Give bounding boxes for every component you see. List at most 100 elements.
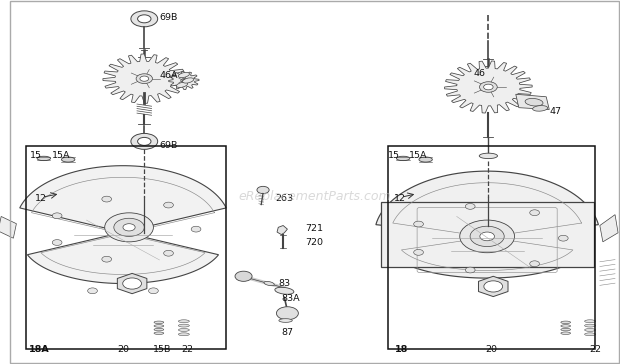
Circle shape [149, 288, 158, 294]
Ellipse shape [533, 106, 547, 111]
Ellipse shape [154, 321, 164, 324]
Text: 47: 47 [549, 107, 561, 116]
Text: 15A: 15A [409, 151, 428, 161]
Text: 12: 12 [394, 194, 406, 203]
Text: 12: 12 [35, 194, 46, 203]
Ellipse shape [154, 332, 164, 335]
Text: 721: 721 [306, 224, 324, 233]
Circle shape [136, 74, 153, 83]
Text: 720: 720 [306, 238, 324, 247]
Polygon shape [381, 202, 594, 267]
Circle shape [414, 249, 423, 255]
Text: 69B: 69B [159, 12, 178, 21]
Circle shape [480, 232, 495, 241]
Ellipse shape [154, 325, 164, 327]
Ellipse shape [179, 324, 189, 327]
Text: 18A: 18A [29, 345, 50, 354]
Polygon shape [0, 217, 16, 238]
Ellipse shape [154, 328, 164, 331]
Polygon shape [277, 226, 288, 234]
Ellipse shape [177, 82, 188, 87]
Circle shape [529, 261, 539, 266]
Circle shape [164, 250, 174, 256]
Circle shape [414, 221, 423, 227]
Circle shape [559, 235, 568, 241]
Circle shape [123, 278, 141, 289]
Polygon shape [479, 276, 508, 297]
Polygon shape [445, 61, 532, 113]
Text: 22: 22 [589, 345, 601, 354]
Text: 83: 83 [278, 279, 290, 288]
Circle shape [484, 84, 493, 90]
Circle shape [235, 271, 252, 281]
Ellipse shape [182, 78, 193, 83]
Circle shape [466, 203, 475, 209]
Text: 263: 263 [275, 194, 293, 203]
Circle shape [529, 210, 539, 215]
Circle shape [131, 134, 157, 149]
Ellipse shape [419, 157, 432, 162]
Circle shape [87, 288, 97, 294]
Circle shape [277, 307, 298, 320]
Circle shape [138, 15, 151, 23]
Text: eReplacementParts.com: eReplacementParts.com [239, 190, 391, 203]
Circle shape [470, 226, 504, 246]
Ellipse shape [275, 287, 294, 294]
Circle shape [140, 76, 149, 81]
Circle shape [479, 82, 497, 92]
Circle shape [114, 218, 144, 236]
Text: 83A: 83A [281, 293, 300, 302]
Ellipse shape [179, 72, 190, 78]
Circle shape [138, 137, 151, 145]
Ellipse shape [561, 328, 570, 331]
Circle shape [123, 224, 135, 231]
Circle shape [102, 196, 112, 202]
Polygon shape [117, 273, 147, 294]
Circle shape [460, 220, 515, 253]
Ellipse shape [561, 332, 570, 335]
Text: 15: 15 [30, 151, 42, 161]
Circle shape [164, 202, 174, 208]
Polygon shape [20, 166, 226, 284]
Text: 15A: 15A [51, 151, 70, 161]
Circle shape [105, 213, 153, 242]
Ellipse shape [479, 153, 497, 159]
Ellipse shape [561, 321, 570, 324]
Text: 20: 20 [485, 345, 497, 354]
Polygon shape [103, 54, 186, 103]
Ellipse shape [61, 157, 75, 162]
Polygon shape [600, 215, 618, 242]
Ellipse shape [264, 281, 274, 286]
Ellipse shape [279, 319, 292, 323]
Circle shape [181, 79, 187, 82]
Ellipse shape [561, 325, 570, 327]
Text: 15: 15 [388, 151, 400, 161]
Circle shape [191, 226, 201, 232]
Circle shape [131, 11, 157, 27]
Polygon shape [169, 71, 199, 90]
Circle shape [484, 281, 503, 292]
Polygon shape [376, 171, 598, 278]
Text: 46A: 46A [159, 71, 178, 79]
Text: 46: 46 [473, 69, 485, 78]
Text: 20: 20 [117, 345, 129, 354]
Circle shape [257, 186, 269, 194]
Ellipse shape [585, 320, 596, 323]
Polygon shape [516, 94, 549, 110]
Circle shape [52, 213, 62, 219]
Ellipse shape [179, 328, 189, 331]
Ellipse shape [179, 320, 189, 323]
Ellipse shape [179, 333, 189, 336]
Ellipse shape [585, 324, 596, 327]
Circle shape [102, 256, 112, 262]
Text: 15B: 15B [153, 345, 172, 354]
Text: 22: 22 [181, 345, 193, 354]
Text: 69B: 69B [159, 141, 178, 150]
Ellipse shape [396, 156, 410, 161]
Ellipse shape [525, 98, 543, 106]
Ellipse shape [585, 328, 596, 331]
Text: 18: 18 [395, 345, 409, 354]
Ellipse shape [37, 156, 50, 161]
Circle shape [52, 240, 62, 245]
Circle shape [182, 79, 185, 82]
